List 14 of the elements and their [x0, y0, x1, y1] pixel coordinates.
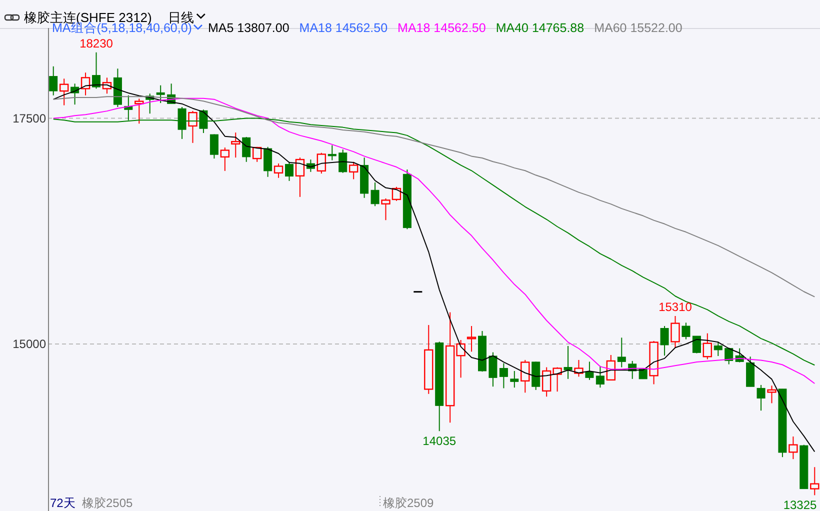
annotation: 72天	[50, 496, 76, 510]
text: MA5 13807.00	[208, 21, 290, 35]
y-tick-label: 17500	[12, 111, 46, 126]
annotation: 15310	[658, 300, 692, 314]
text: MA40 14765.88	[496, 21, 584, 35]
annotation: 橡胶2509	[383, 496, 434, 510]
text: MA18 14562.50	[398, 21, 486, 35]
y-tick-label: 15000	[12, 336, 46, 351]
text: MA60 15522.00	[594, 21, 682, 35]
annotation: 14035	[422, 434, 456, 448]
annotation: 18230	[80, 36, 114, 50]
annotation: 13325	[783, 498, 818, 511]
annotation: 橡胶2505	[82, 496, 134, 510]
annotation: MA18 14562.50	[299, 21, 388, 35]
